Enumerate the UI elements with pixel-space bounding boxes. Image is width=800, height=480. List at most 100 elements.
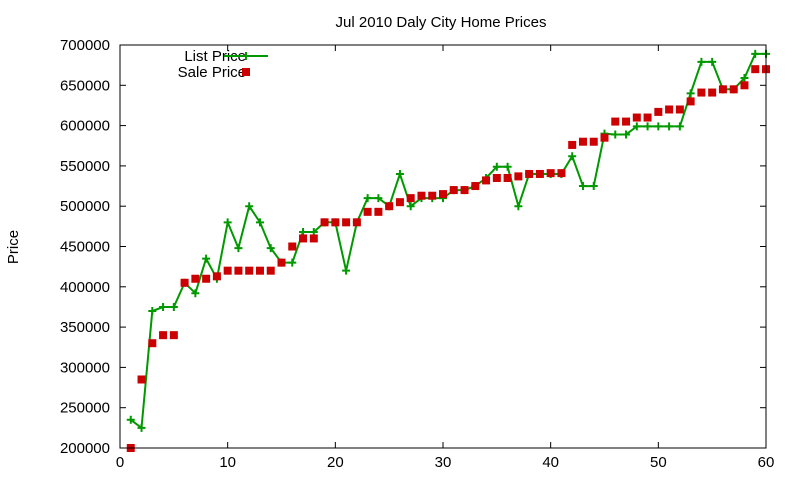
legend-marker-list-price (242, 52, 250, 60)
sale-price-point (137, 375, 146, 384)
list-price-point (148, 306, 157, 315)
sale-price-point (492, 173, 501, 182)
list-price-point (643, 122, 652, 131)
sale-price-point (352, 218, 361, 227)
list-price-point (288, 258, 297, 267)
sale-price-point (525, 169, 534, 178)
list-price-point (514, 202, 523, 211)
y-tick-label: 450000 (60, 239, 110, 256)
sale-price-point (159, 331, 168, 340)
sale-price-point (255, 266, 264, 275)
list-price-point (191, 289, 200, 298)
sale-price-point (622, 117, 631, 126)
sale-price-point (331, 218, 340, 227)
list-price-point (342, 266, 351, 275)
sale-price-point (514, 172, 523, 181)
sale-price-point (686, 97, 695, 106)
y-tick-label: 350000 (60, 319, 110, 336)
sale-price-point (320, 218, 329, 227)
y-tick-label: 600000 (60, 118, 110, 135)
list-price-point (740, 74, 749, 83)
sale-price-point (535, 169, 544, 178)
y-tick-label: 200000 (60, 440, 110, 457)
sale-price-point (148, 339, 157, 348)
list-price-point (568, 152, 577, 161)
y-tick-label: 650000 (60, 77, 110, 94)
plot-frame (119, 44, 767, 449)
y-axis-label: Price (5, 230, 22, 264)
sale-price-point (169, 331, 178, 340)
list-price-point (126, 415, 135, 424)
sale-price-point (503, 173, 512, 182)
list-price-point (578, 182, 587, 191)
x-tick-label: 30 (435, 454, 452, 471)
list-price-point (632, 122, 641, 131)
list-price-point (255, 218, 264, 227)
sale-price-point (449, 186, 458, 195)
list-price-point (751, 49, 760, 58)
sale-price-point (385, 202, 394, 211)
axis-ticks: 0 10 20 30 40 50 60 200000 250000 300000 350000 400… (60, 37, 774, 471)
sale-price-point (309, 234, 318, 243)
list-price-point (611, 130, 620, 139)
y-tick-label: 550000 (60, 158, 110, 175)
sale-price-point (568, 140, 577, 149)
y-tick-label: 700000 (60, 37, 110, 54)
sale-price-point (202, 274, 211, 283)
y-tick-label: 300000 (60, 359, 110, 376)
sale-price-point (288, 242, 297, 251)
sale-price-point (632, 113, 641, 122)
x-tick-label: 0 (116, 454, 124, 471)
sale-price-point (740, 81, 749, 90)
x-tick-label: 40 (542, 454, 559, 471)
x-tick-label: 10 (219, 454, 236, 471)
x-tick-label: 20 (327, 454, 344, 471)
list-price-point (374, 194, 383, 203)
legend-label-list-price: List Price (184, 48, 246, 65)
sale-price-point (600, 133, 609, 142)
sale-price-point (277, 258, 286, 267)
list-price-point (159, 302, 168, 311)
list-price-point (395, 169, 404, 178)
sale-price-point (718, 85, 727, 94)
sale-price-point (578, 137, 587, 146)
sale-price-point (589, 137, 598, 146)
sale-price-point (223, 266, 232, 275)
list-price-point (245, 202, 254, 211)
sale-price-point (708, 88, 717, 97)
x-tick-label: 60 (758, 454, 775, 471)
sale-price-point (751, 65, 760, 74)
list-price-point (665, 122, 674, 131)
list-price-point (406, 202, 415, 211)
list-price-point (202, 254, 211, 263)
sale-price-point (482, 176, 491, 185)
list-price-point (589, 182, 598, 191)
sale-price-point (557, 169, 566, 178)
list-price-point (266, 244, 275, 253)
legend-label-sale-price: Sale Price (178, 64, 246, 81)
sale-price-point (697, 88, 706, 97)
sale-price-series (126, 65, 770, 452)
sale-price-point (417, 191, 426, 200)
sale-price-point (245, 266, 254, 275)
sale-price-point (460, 186, 469, 195)
x-tick-label: 50 (650, 454, 667, 471)
sale-price-point (428, 191, 437, 200)
list-price-point (686, 89, 695, 98)
sale-price-point (439, 190, 447, 199)
y-tick-label: 500000 (60, 198, 110, 215)
list-price-point (697, 57, 706, 66)
sale-price-point (675, 105, 684, 114)
sale-price-point (729, 85, 738, 94)
list-price-point (363, 194, 372, 203)
sale-price-point (180, 278, 189, 287)
list-price-point (503, 162, 512, 171)
list-price-point (492, 162, 501, 171)
list-price-point (654, 122, 663, 131)
chart-title: Jul 2010 Daly City Home Prices (336, 14, 547, 31)
sale-price-point (643, 113, 652, 122)
list-price-point (708, 57, 717, 66)
